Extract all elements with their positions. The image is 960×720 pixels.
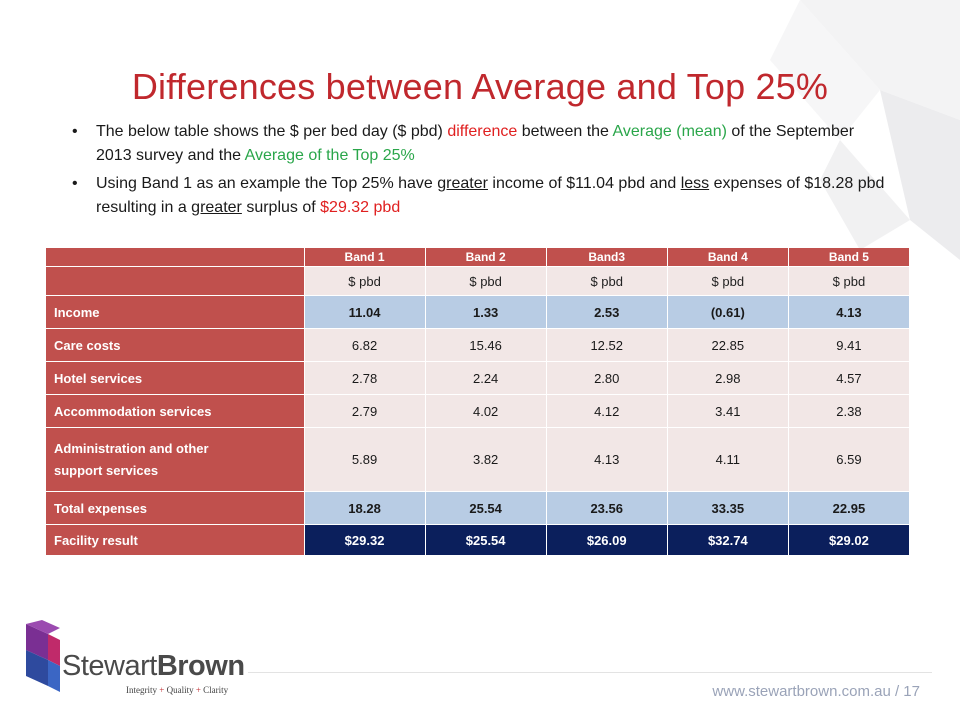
bullet-list: • The below table shows the $ per bed da… [72,120,892,224]
bullet-item: • The below table shows the $ per bed da… [72,120,892,168]
bullet-text: surplus of [241,199,321,216]
bullet-text: The below table shows the $ per bed day … [96,123,448,140]
table-cell: 2.80 [546,361,668,395]
column-header: Band 2 [425,248,547,267]
brand-tagline: Integrity + Quality + Clarity [126,685,228,695]
unit-cell: $ pbd [667,266,789,296]
table-cell: 1.33 [425,295,547,329]
bullet-emphasis: Average (mean) [612,123,727,140]
row-label: Hotel services [46,361,305,395]
bullet-emphasis: Average of the Top 25% [244,147,415,164]
footer-url-page: www.stewartbrown.com.au / 17 [712,683,920,700]
table-cell: 3.41 [667,394,789,428]
table-cell: 4.13 [546,427,668,492]
row-label: Total expenses [46,491,305,525]
table-cell: 23.56 [546,491,668,525]
table-cell: $29.32 [304,524,426,556]
column-header: Band3 [546,248,668,267]
table-cell: 4.57 [788,361,911,395]
bullet-emphasis: difference [447,123,518,140]
bullet-text: between the [517,123,613,140]
table-cell: 4.13 [788,295,911,329]
table-units-label [46,266,305,296]
row-label: Accommodation services [46,394,305,428]
table-row-accommodation-services: Accommodation services 2.79 4.02 4.12 3.… [46,394,911,428]
unit-cell: $ pbd [304,266,426,296]
row-label: Income [46,295,305,329]
tagline-word: Quality [166,685,194,695]
table-cell: $26.09 [546,524,668,556]
table-cell: 15.46 [425,328,547,362]
table-cell: $32.74 [667,524,789,556]
stewartbrown-logo-icon [26,620,60,692]
brand-name-bold: Brown [156,650,245,682]
table-cell: 4.02 [425,394,547,428]
row-label: Care costs [46,328,305,362]
bullet-underline: greater [437,175,488,192]
column-header: Band 1 [304,248,426,267]
table-cell: 2.98 [667,361,789,395]
table-cell: 2.53 [546,295,668,329]
bullet-underline: greater [191,199,242,216]
brand-name: StewartBrown [62,650,245,683]
tagline-separator: + [195,685,201,695]
differences-table: Band 1 Band 2 Band3 Band 4 Band 5 $ pbd … [46,248,911,556]
table-cell: $29.02 [788,524,911,556]
tagline-word: Clarity [203,685,229,695]
bullet-text: income of $11.04 pbd and [487,175,681,192]
tagline-separator: + [159,685,165,695]
unit-cell: $ pbd [546,266,668,296]
bullet-text: Using Band 1 as an example the Top 25% h… [96,175,438,192]
table-cell: 4.12 [546,394,668,428]
table-cell: 6.82 [304,328,426,362]
table-cell: 2.38 [788,394,911,428]
column-header: Band 5 [788,248,911,267]
tagline-word: Integrity [126,685,157,695]
row-label: Administration and other support service… [46,427,305,492]
unit-cell: $ pbd [425,266,547,296]
row-label-line: Administration and other [54,440,209,456]
table-cell: 2.79 [304,394,426,428]
table-cell: $25.54 [425,524,547,556]
background-facets [770,0,960,260]
table-cell: 2.78 [304,361,426,395]
table-cell: 9.41 [788,328,911,362]
column-header: Band 4 [667,248,789,267]
bullet-underline: less [680,175,710,192]
bullet-text: expenses of $18.28 pbd resulting in a [96,175,885,216]
table-row-care-costs: Care costs 6.82 15.46 12.52 22.85 9.41 [46,328,911,362]
bullet-emphasis: $29.32 pbd [320,199,401,216]
table-row-administration: Administration and other support service… [46,427,911,492]
table-cell: (0.61) [667,295,789,329]
table-header-row: Band 1 Band 2 Band3 Band 4 Band 5 [46,248,911,267]
table-cell: 4.11 [667,427,789,492]
table-cell: 11.04 [304,295,426,329]
table-cell: 22.85 [667,328,789,362]
table-cell: 12.52 [546,328,668,362]
table-cell: 22.95 [788,491,911,525]
table-cell: 33.35 [667,491,789,525]
footer-divider [248,672,932,673]
table-cell: 6.59 [788,427,911,492]
table-cell: 5.89 [304,427,426,492]
table-row-hotel-services: Hotel services 2.78 2.24 2.80 2.98 4.57 [46,361,911,395]
table-row-facility-result: Facility result $29.32 $25.54 $26.09 $32… [46,524,911,556]
unit-cell: $ pbd [788,266,911,296]
table-row-total-expenses: Total expenses 18.28 25.54 23.56 33.35 2… [46,491,911,525]
row-label-line: support services [54,462,159,478]
table-cell: 18.28 [304,491,426,525]
row-label: Facility result [46,524,305,556]
table-cell: 25.54 [425,491,547,525]
bullet-text: of the September 2013 survey and the [96,123,855,164]
table-cell: 2.24 [425,361,547,395]
bullet-item: • Using Band 1 as an example the Top 25%… [72,172,892,220]
table-cell: 3.82 [425,427,547,492]
table-corner-cell [46,248,305,267]
bullet-icon: • [72,175,78,192]
table-row-income: Income 11.04 1.33 2.53 (0.61) 4.13 [46,295,911,329]
bullet-icon: • [72,123,78,140]
page-title: Differences between Average and Top 25% [131,66,829,107]
brand-name-regular: Stewart [62,650,157,682]
table-units-row: $ pbd $ pbd $ pbd $ pbd $ pbd [46,266,911,296]
